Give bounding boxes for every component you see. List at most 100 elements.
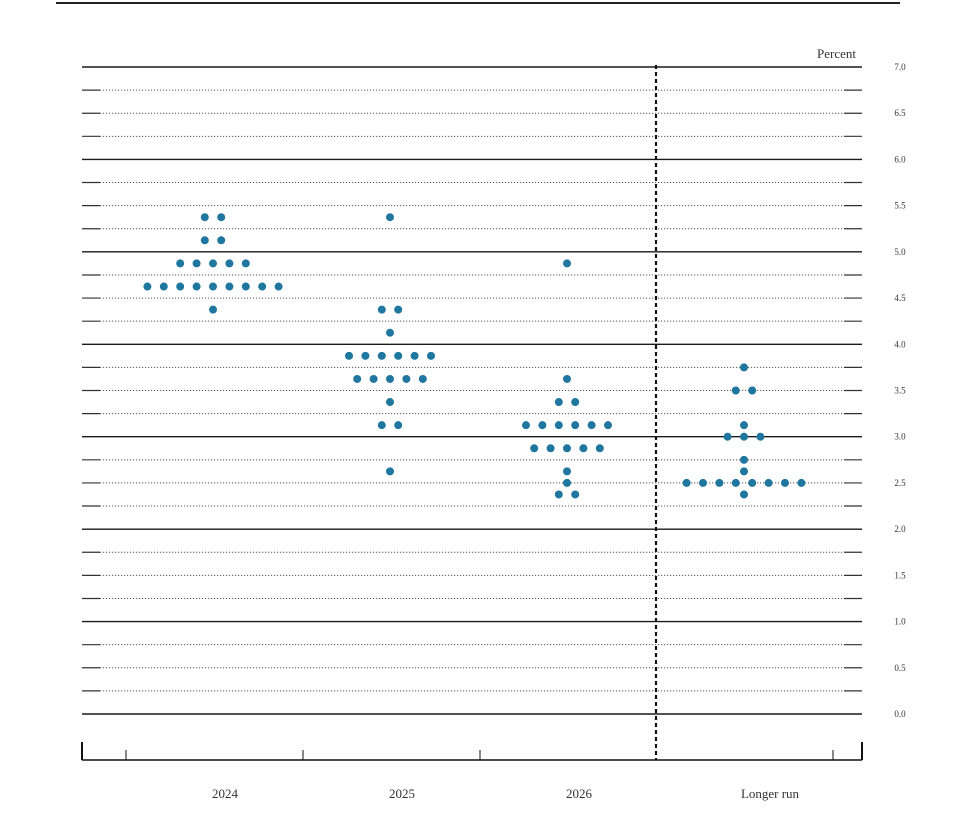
dot-2025	[377, 305, 386, 314]
dot-2024	[200, 213, 209, 222]
dot-2024	[217, 213, 226, 222]
dot-2025	[386, 213, 394, 222]
dot-2026	[546, 444, 555, 453]
dot-2025	[369, 374, 378, 383]
dot-2024	[241, 259, 250, 268]
y-tick-label: 1.5	[894, 570, 906, 580]
dot-longer-run	[740, 455, 748, 464]
dot-longer-run	[682, 478, 691, 487]
y-tick-label: 1.0	[894, 617, 906, 627]
dot-longer-run	[731, 386, 740, 395]
dot-longer-run	[723, 432, 732, 441]
dot-2026	[530, 444, 539, 453]
y-tick-label: 6.5	[894, 108, 906, 118]
dot-2024	[258, 282, 267, 291]
dot-2026	[587, 421, 596, 430]
dot-2026	[563, 259, 571, 268]
dot-2025	[394, 305, 403, 314]
dot-2025	[386, 467, 394, 476]
dot-2024	[209, 259, 217, 268]
y-tick-label: 7.0	[894, 62, 906, 72]
y-tick-label: 6.0	[894, 154, 906, 164]
y-tick-label: 2.5	[894, 478, 906, 488]
dot-2024	[209, 305, 217, 314]
dot-longer-run	[699, 478, 707, 487]
dot-longer-run	[764, 478, 773, 487]
dot-longer-run	[781, 478, 789, 487]
top-rule	[56, 2, 900, 4]
y-tick-label: 0.0	[894, 709, 906, 719]
dot-longer-run	[748, 478, 757, 487]
y-tick-label: 4.0	[894, 339, 906, 349]
dot-2026	[563, 444, 571, 453]
dot-2025	[361, 351, 370, 360]
dot-2025	[386, 398, 394, 407]
dot-2024	[143, 282, 152, 291]
gridlines	[82, 66, 862, 715]
y-axis-tick-labels: 0.0 0.5 1.0 1.5 2.0 2.5 3.0 3.5 4.0 4.5 5.0 5.5 6.0 6…	[894, 62, 906, 719]
dot-2024	[225, 282, 234, 291]
dot-2024	[217, 236, 226, 245]
dot-2026	[554, 398, 563, 407]
dot-2024	[176, 259, 185, 268]
dot-2024	[200, 236, 209, 245]
data-dots	[143, 213, 806, 499]
dot-longer-run	[748, 386, 757, 395]
dot-2025	[394, 351, 403, 360]
dot-2025	[345, 351, 353, 360]
y-tick-label: 4.5	[894, 293, 906, 303]
dot-2024	[225, 259, 234, 268]
dot-2025	[410, 351, 419, 360]
dot-2026	[604, 421, 612, 430]
dot-2025	[418, 374, 427, 383]
dot-2026	[563, 478, 571, 487]
dot-2025	[353, 374, 362, 383]
x-category-label: 2025	[389, 786, 415, 801]
dot-2026	[579, 444, 588, 453]
dot-2024	[274, 282, 283, 291]
x-axis: 2024 2025 2026 Longer run	[81, 742, 863, 801]
dot-2025	[427, 351, 435, 360]
dot-longer-run	[740, 421, 748, 430]
dot-2024	[192, 259, 201, 268]
dot-2026	[571, 490, 580, 499]
y-tick-label: 3.0	[894, 432, 906, 442]
y-tick-label: 3.5	[894, 386, 906, 396]
y-tick-label: 2.0	[894, 524, 906, 534]
dot-2026	[571, 421, 580, 430]
dot-2024	[176, 282, 185, 291]
dot-longer-run	[740, 467, 748, 476]
dot-2026	[554, 490, 563, 499]
dot-2026	[571, 398, 580, 407]
x-category-label: 2026	[566, 786, 593, 801]
dot-2024	[209, 282, 217, 291]
dot-2025	[386, 374, 394, 383]
x-category-label: Longer run	[741, 786, 800, 801]
dot-2025	[377, 351, 386, 360]
dot-2026	[522, 421, 530, 430]
y-tick-label: 0.5	[894, 663, 906, 673]
dot-2026	[554, 421, 563, 430]
dot-2025	[394, 421, 403, 430]
dot-2026	[538, 421, 547, 430]
dot-2025	[377, 421, 386, 430]
dot-2024	[192, 282, 201, 291]
dot-longer-run	[740, 363, 748, 372]
dot-2024	[159, 282, 168, 291]
dot-longer-run	[756, 432, 765, 441]
dot-2026	[595, 444, 604, 453]
dot-longer-run	[740, 490, 748, 499]
dot-2025	[402, 374, 411, 383]
dot-2024	[241, 282, 250, 291]
dot-2025	[386, 328, 394, 337]
x-category-label: 2024	[212, 786, 239, 801]
y-axis-unit-label: Percent	[817, 46, 856, 61]
y-tick-label: 5.5	[894, 201, 906, 211]
y-tick-label: 5.0	[894, 247, 906, 257]
dot-longer-run	[731, 478, 740, 487]
dot-longer-run	[715, 478, 724, 487]
dot-longer-run	[797, 478, 806, 487]
dot-2026	[563, 374, 571, 383]
